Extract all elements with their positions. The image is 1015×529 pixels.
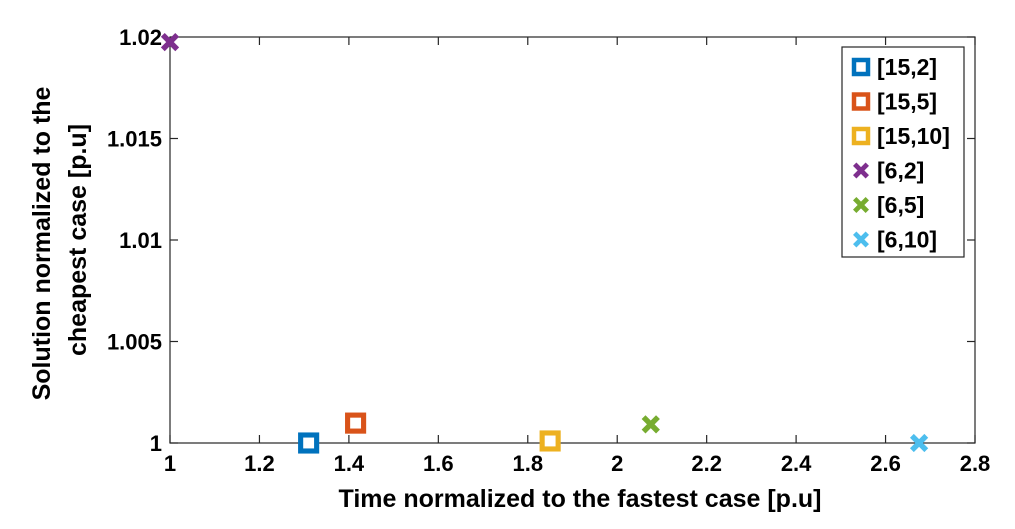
y-axis-ticks: 1 1.005 1.01 1.015 1.02 (107, 25, 975, 456)
plot-area (169, 36, 976, 444)
x-tick-label: 1 (164, 451, 176, 476)
legend-marker (853, 231, 869, 248)
data-point (298, 432, 320, 454)
legend-label: [15,5] (877, 89, 937, 115)
legend-marker (853, 162, 869, 179)
data-point (345, 412, 367, 434)
x-axis-label: Time normalized to the fastest case [p.u… (339, 485, 822, 513)
y-axis-label-line-1: Solution normalized to the (28, 86, 56, 400)
data-point (641, 415, 660, 434)
x-tick-label: 2.8 (960, 451, 991, 476)
x-tick-label: 2.2 (691, 451, 722, 476)
x-tick-label: 1.8 (512, 451, 543, 476)
x-tick-label: 1.2 (244, 451, 275, 476)
x-tick-label: 1.6 (423, 451, 454, 476)
legend-marker (851, 92, 871, 111)
y-tick-label: 1.005 (107, 330, 162, 355)
legend-marker (851, 57, 871, 77)
data-point (539, 430, 561, 452)
legend-label: [6,2] (877, 158, 924, 184)
y-axis-label-line-2: cheapest case [p.u] (64, 124, 92, 356)
legend: [15,2] [15,5] [15,10] [6,2] [6,5] [6,10] (841, 46, 965, 258)
x-tick-label: 1.4 (334, 451, 365, 476)
data-point (160, 32, 180, 52)
legend-marker (851, 126, 871, 146)
legend-label: [15,10] (877, 123, 950, 149)
legend-label: [6,10] (877, 227, 937, 253)
y-tick-label: 1.01 (119, 228, 162, 253)
x-tick-label: 2 (611, 451, 623, 476)
x-tick-label: 2.4 (781, 451, 812, 476)
data-point (909, 433, 929, 453)
y-tick-label: 1 (150, 431, 162, 456)
y-tick-label: 1.015 (107, 127, 162, 152)
legend-label: [6,5] (877, 192, 924, 218)
y-tick-label: 1.02 (119, 25, 162, 50)
legend-box (841, 46, 965, 258)
x-tick-label: 2.6 (870, 451, 901, 476)
x-axis-ticks: 1 1.2 1.4 1.6 1.8 2 2.2 2.4 2.6 2.8 (164, 37, 990, 476)
y-axis-label: Solution normalized to the cheapest case… (28, 80, 92, 401)
data-markers (160, 32, 929, 454)
legend-label: [15,2] (877, 54, 937, 80)
legend-marker (853, 197, 869, 213)
